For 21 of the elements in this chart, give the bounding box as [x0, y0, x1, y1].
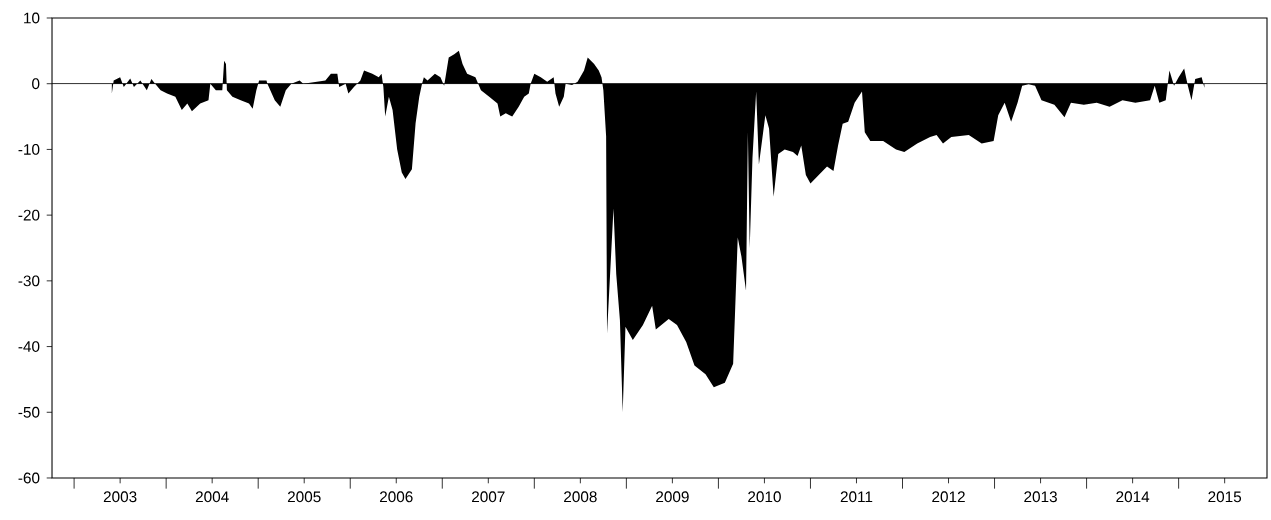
y-tick-label: -40: [18, 341, 40, 352]
y-tick-label: 10: [24, 12, 40, 24]
y-tick-label: -60: [18, 472, 40, 484]
x-tick-label: 2010: [748, 491, 781, 503]
y-tick-label: -20: [18, 209, 40, 221]
x-tick-label: 2013: [1024, 491, 1057, 503]
x-tick-label: 2011: [840, 491, 873, 503]
x-tick-label: 2009: [656, 491, 689, 503]
x-tick-label: 2006: [379, 491, 413, 503]
x-tick-label: 2005: [287, 491, 321, 503]
x-tick-label: 2014: [1116, 491, 1150, 503]
x-tick-label: 2004: [195, 491, 229, 503]
x-tick-label: 2012: [932, 491, 965, 503]
y-tick-label: -10: [18, 144, 40, 155]
y-tick-label: -30: [18, 275, 40, 287]
y-tick-label: 0: [32, 78, 40, 90]
y-tick-label: -50: [18, 406, 40, 418]
x-tick-label: 2003: [103, 491, 137, 503]
x-tick-label: 2007: [472, 491, 505, 503]
x-tick-label: 2015: [1208, 491, 1242, 503]
x-tick-label: 2008: [564, 491, 597, 503]
